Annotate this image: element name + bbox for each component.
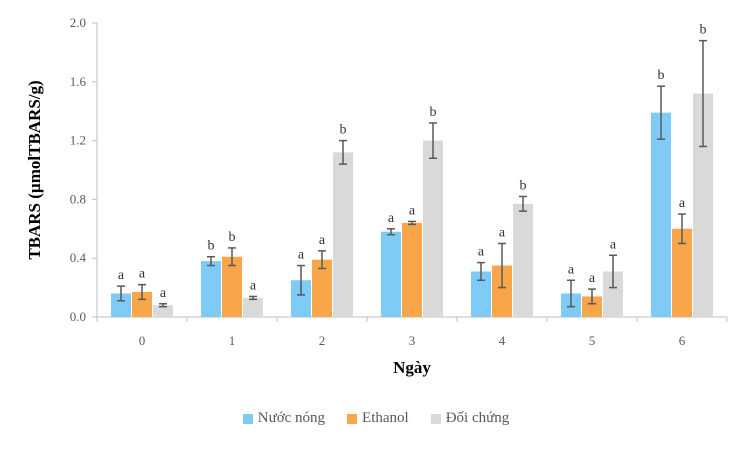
bar — [243, 297, 263, 317]
significance-label: b — [520, 178, 527, 193]
y-axis: 0.0 0.4 0.8 1.2 1.6 2.0 — [70, 15, 98, 324]
x-axis: 0 1 2 3 4 5 6 — [96, 316, 728, 348]
significance-label: a — [568, 262, 575, 277]
bar — [153, 305, 173, 317]
bar — [651, 112, 671, 317]
error-bar — [519, 195, 527, 212]
legend-label: Đối chứng — [445, 410, 510, 426]
significance-label: b — [208, 239, 215, 254]
significance-label: a — [160, 286, 167, 301]
error-bar — [249, 295, 257, 301]
significance-label: a — [118, 268, 125, 283]
bar — [513, 203, 533, 317]
legend: Nước nóng Ethanol Đối chứng — [0, 410, 752, 427]
significance-label: a — [499, 226, 506, 241]
bar — [132, 292, 152, 317]
error-bar — [657, 85, 665, 140]
significance-label: b — [340, 123, 347, 138]
y-axis-title: TBARS (µmolTBARS/g) — [25, 80, 44, 259]
error-bar — [429, 122, 437, 159]
x-tick-label: 3 — [409, 333, 416, 348]
x-tick-label: 0 — [139, 333, 146, 348]
error-bar — [387, 228, 395, 236]
bar — [111, 293, 131, 317]
bar — [672, 228, 692, 317]
significance-label: b — [658, 68, 665, 83]
x-axis-title: Ngày — [393, 358, 431, 377]
y-tick-label: 1.6 — [70, 74, 87, 89]
significance-label: b — [229, 230, 236, 245]
bar — [693, 93, 713, 317]
bar — [201, 261, 221, 317]
error-bar — [228, 247, 236, 267]
error-bar — [609, 254, 617, 289]
significance-label: a — [478, 245, 485, 260]
error-bars — [117, 39, 707, 308]
bar — [381, 231, 401, 317]
legend-swatch — [347, 413, 358, 424]
significance-label: a — [589, 271, 596, 286]
bar — [222, 256, 242, 317]
y-tick-label: 0.8 — [70, 191, 86, 206]
error-bar — [117, 285, 125, 302]
error-bar — [297, 264, 305, 296]
error-bar — [318, 250, 326, 270]
bars — [111, 93, 713, 317]
y-tick-label: 2.0 — [70, 15, 86, 30]
error-bar — [678, 213, 686, 245]
legend-label: Ethanol — [362, 410, 409, 426]
legend-label: Nước nóng — [257, 410, 326, 426]
error-bar — [339, 139, 347, 165]
bar — [312, 259, 332, 317]
x-tick-label: 1 — [229, 333, 236, 348]
significance-label: b — [700, 23, 707, 38]
bar — [582, 296, 602, 317]
error-bar — [699, 39, 707, 148]
error-bar — [138, 283, 146, 301]
bar — [603, 271, 623, 317]
error-bar — [567, 279, 575, 308]
y-tick-label: 0.0 — [70, 309, 86, 324]
bar — [492, 265, 512, 317]
x-tick-label: 6 — [679, 333, 686, 348]
significance-label: a — [298, 248, 305, 263]
bar — [333, 152, 353, 317]
bar — [402, 222, 422, 317]
significance-label: a — [139, 267, 146, 282]
bar — [471, 271, 491, 317]
bar — [291, 280, 311, 317]
x-tick-label: 2 — [319, 333, 326, 348]
y-tick-label: 1.2 — [70, 133, 86, 148]
error-bar — [498, 242, 506, 289]
significance-label: b — [430, 105, 437, 120]
legend-item: Ethanol — [347, 410, 409, 427]
significance-label: a — [250, 278, 257, 293]
bar — [423, 140, 443, 317]
significance-label: a — [610, 237, 617, 252]
significance-label: a — [319, 233, 326, 248]
error-bar — [408, 220, 416, 226]
x-tick-label: 4 — [499, 333, 506, 348]
significance-label: a — [409, 203, 416, 218]
significance-label: a — [679, 196, 686, 211]
error-bar — [207, 255, 215, 267]
error-bar — [588, 288, 596, 305]
significance-label: a — [388, 211, 395, 226]
legend-item: Đối chứng — [430, 410, 510, 427]
legend-swatch — [242, 413, 253, 424]
x-tick-label: 5 — [589, 333, 596, 348]
error-bar — [159, 303, 167, 308]
error-bar — [477, 261, 485, 281]
legend-swatch — [430, 413, 441, 424]
y-tick-label: 0.4 — [70, 250, 87, 265]
legend-item: Nước nóng — [242, 410, 326, 427]
